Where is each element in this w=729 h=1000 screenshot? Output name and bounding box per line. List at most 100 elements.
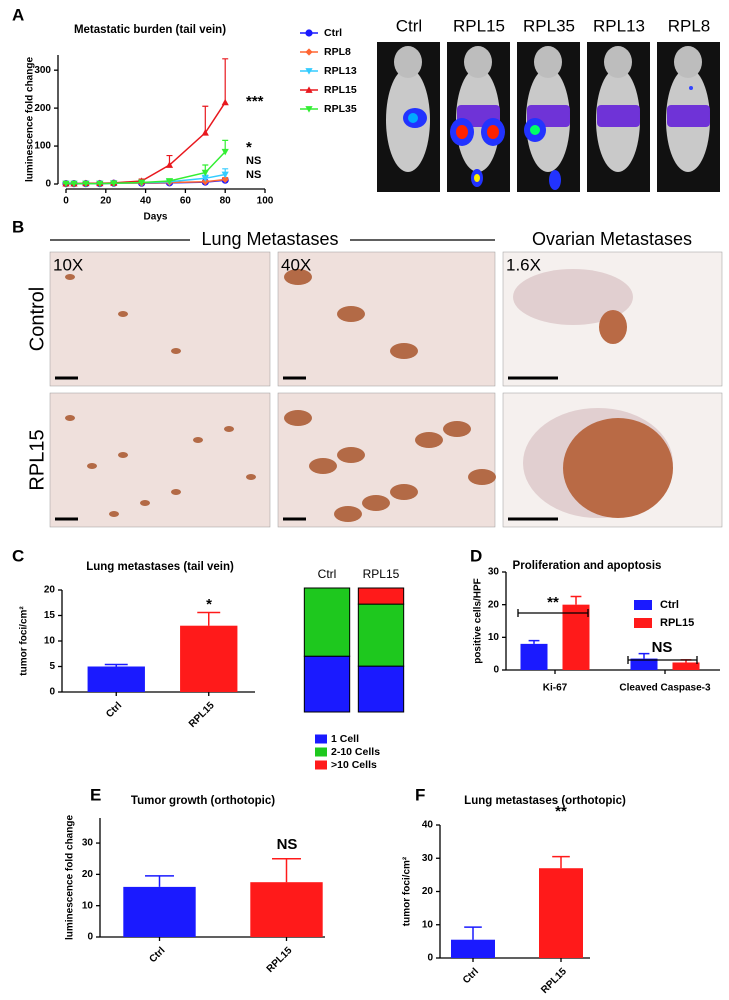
x-tick-label: 100 bbox=[257, 196, 274, 207]
data-point bbox=[62, 180, 70, 188]
x-tick-label: Ki-67 bbox=[543, 683, 568, 694]
image-label: RPL8 bbox=[668, 16, 711, 35]
legend-label: Ctrl bbox=[660, 599, 679, 611]
stained-cells bbox=[87, 463, 97, 469]
x-tick-label: 80 bbox=[220, 196, 232, 207]
x-tick-label: Ctrl bbox=[461, 966, 481, 986]
error-bar bbox=[222, 58, 229, 103]
data-point bbox=[165, 178, 174, 185]
mouse-head bbox=[534, 46, 562, 78]
stained-cells bbox=[118, 311, 128, 317]
legend-label: Ctrl bbox=[324, 27, 342, 39]
micrograph bbox=[277, 251, 496, 387]
stained-cells bbox=[171, 489, 181, 495]
error-bar bbox=[638, 652, 650, 659]
x-tick-label: Ctrl bbox=[104, 700, 124, 720]
y-tick-label: 0 bbox=[427, 953, 433, 964]
bar-segment bbox=[303, 587, 351, 657]
bar bbox=[250, 882, 323, 937]
stained-cells bbox=[334, 506, 362, 522]
signal-band bbox=[597, 105, 640, 127]
y-tick-label: 30 bbox=[82, 838, 94, 849]
y-tick-label: 15 bbox=[44, 610, 56, 621]
y-tick-label: 30 bbox=[422, 853, 434, 864]
tumor bbox=[563, 418, 673, 518]
data-point bbox=[221, 171, 229, 179]
y-tick-label: 0 bbox=[493, 665, 499, 676]
signal-spot bbox=[689, 86, 693, 90]
data-point bbox=[70, 180, 78, 188]
mouse-head bbox=[394, 46, 422, 78]
y-tick-label: 20 bbox=[44, 585, 56, 596]
image-label: RPL15 bbox=[453, 16, 505, 35]
data-point bbox=[110, 180, 118, 187]
bar bbox=[123, 886, 196, 937]
data-point bbox=[201, 129, 209, 136]
y-tick-label: 10 bbox=[488, 632, 500, 643]
data-point bbox=[305, 86, 313, 93]
data-point bbox=[221, 175, 229, 184]
error-bar bbox=[272, 857, 301, 883]
y-tick-label: 40 bbox=[422, 820, 434, 831]
stained-cells bbox=[362, 495, 390, 511]
y-tick-label: 100 bbox=[34, 141, 51, 152]
annotation: ** bbox=[547, 594, 559, 611]
data-point bbox=[305, 106, 313, 113]
error-bar bbox=[145, 875, 174, 887]
stained-cells bbox=[415, 432, 443, 448]
legend-label: RPL15 bbox=[324, 84, 357, 96]
error-bar bbox=[202, 105, 209, 133]
bar-segment bbox=[357, 665, 405, 713]
y-axis-label: luminescence fold change bbox=[25, 57, 36, 182]
panel-label: A bbox=[12, 5, 24, 24]
bar bbox=[520, 643, 548, 670]
micrograph bbox=[49, 392, 271, 528]
micrograph bbox=[49, 251, 271, 387]
x-tick-label: Ctrl bbox=[148, 945, 168, 965]
annotation: NS bbox=[277, 836, 298, 853]
bar bbox=[562, 604, 590, 670]
x-tick-label: 0 bbox=[63, 196, 69, 207]
y-tick-label: 200 bbox=[34, 103, 51, 114]
mouse-head bbox=[604, 46, 632, 78]
legend-label: RPL35 bbox=[324, 103, 357, 115]
mouse-head bbox=[464, 46, 492, 78]
category-label: RPL15 bbox=[363, 567, 400, 581]
y-tick-label: 10 bbox=[422, 919, 434, 930]
bar bbox=[87, 666, 145, 692]
stained-cells bbox=[109, 511, 119, 517]
error-bar bbox=[104, 663, 128, 667]
error-bar bbox=[464, 926, 482, 940]
row-label: Control bbox=[26, 287, 48, 351]
legend-swatch bbox=[315, 734, 327, 744]
stained-cells bbox=[284, 410, 312, 426]
stained-cells bbox=[171, 348, 181, 354]
chart-title: Lung metastases (tail vein) bbox=[86, 561, 234, 573]
y-tick-label: 0 bbox=[49, 687, 55, 698]
panel-label: B bbox=[12, 217, 24, 236]
x-tick-label: RPL15 bbox=[265, 945, 295, 975]
image-label: RPL35 bbox=[523, 16, 575, 35]
chart-title: Proliferation and apoptosis bbox=[513, 560, 662, 572]
x-tick-label: 60 bbox=[180, 196, 192, 207]
bar bbox=[451, 939, 495, 958]
y-axis-label: tumor foci/cm² bbox=[19, 606, 30, 676]
x-tick-label: RPL15 bbox=[539, 966, 569, 996]
series-line bbox=[66, 102, 226, 185]
panel-label: F bbox=[415, 785, 425, 804]
legend-swatch bbox=[634, 600, 652, 610]
data-point bbox=[165, 161, 174, 168]
data-point bbox=[201, 169, 209, 177]
data-point bbox=[221, 98, 229, 106]
x-tick-label: Cleaved Caspase-3 bbox=[619, 683, 711, 694]
y-tick-label: 30 bbox=[488, 567, 500, 578]
image-label: Ctrl bbox=[396, 16, 422, 35]
category-label: Ctrl bbox=[318, 567, 337, 581]
magnification: 40X bbox=[281, 255, 311, 274]
chart-title: Metastatic burden (tail vein) bbox=[74, 24, 226, 36]
error-bar bbox=[197, 611, 221, 626]
group-label: Lung Metastases bbox=[201, 229, 338, 249]
legend-swatch bbox=[634, 618, 652, 628]
error-bar bbox=[570, 595, 582, 605]
